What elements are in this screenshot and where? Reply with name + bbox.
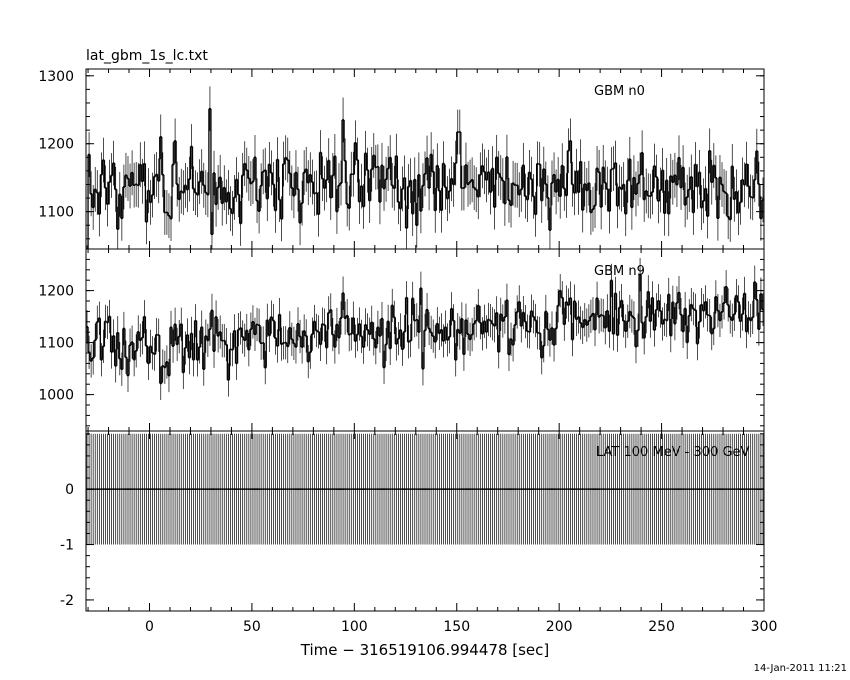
series-group (86, 86, 764, 249)
series-label: GBM n9 (594, 264, 645, 279)
y-tick-label: 0 (65, 482, 74, 498)
y-tick-label: 1200 (38, 137, 74, 153)
panel-0: 1100 1200 1300 GBM n0 (38, 68, 765, 250)
y-tick-label: 1000 (38, 388, 74, 404)
panel-1: 1000 1100 1200 GBM n9 (38, 248, 765, 432)
series-label: GBM n0 (594, 84, 645, 99)
y-tick-label: 1100 (38, 336, 74, 352)
y-tick-label: -2 (60, 593, 74, 609)
series-group (86, 433, 764, 545)
x-tick-label: 300 (751, 619, 778, 635)
series-group (86, 258, 764, 401)
y-tick-label: 1200 (38, 284, 74, 300)
x-tick-label: 0 (145, 619, 154, 635)
timestamp: 14-Jan-2011 11:21 (754, 663, 847, 674)
x-axis-label: Time − 316519106.994478 [sec] (300, 641, 550, 659)
panel-2: -2 -1 0 0 50 100 150 200 250 300 LAT 100 MeV - 300… (60, 430, 778, 635)
x-tick-label: 50 (243, 619, 261, 635)
x-tick-label: 150 (443, 619, 470, 635)
x-tick-label: 200 (546, 619, 573, 635)
y-tick-label: 1300 (38, 69, 74, 85)
x-tick-label: 100 (341, 619, 368, 635)
series-label: LAT 100 MeV - 300 GeV (596, 445, 750, 460)
chart-title: lat_gbm_1s_lc.txt (86, 48, 208, 64)
y-tick-label: -1 (60, 538, 74, 554)
panel-frame (85, 430, 765, 612)
y-tick-label: 1100 (38, 205, 74, 221)
x-tick-label: 250 (648, 619, 675, 635)
